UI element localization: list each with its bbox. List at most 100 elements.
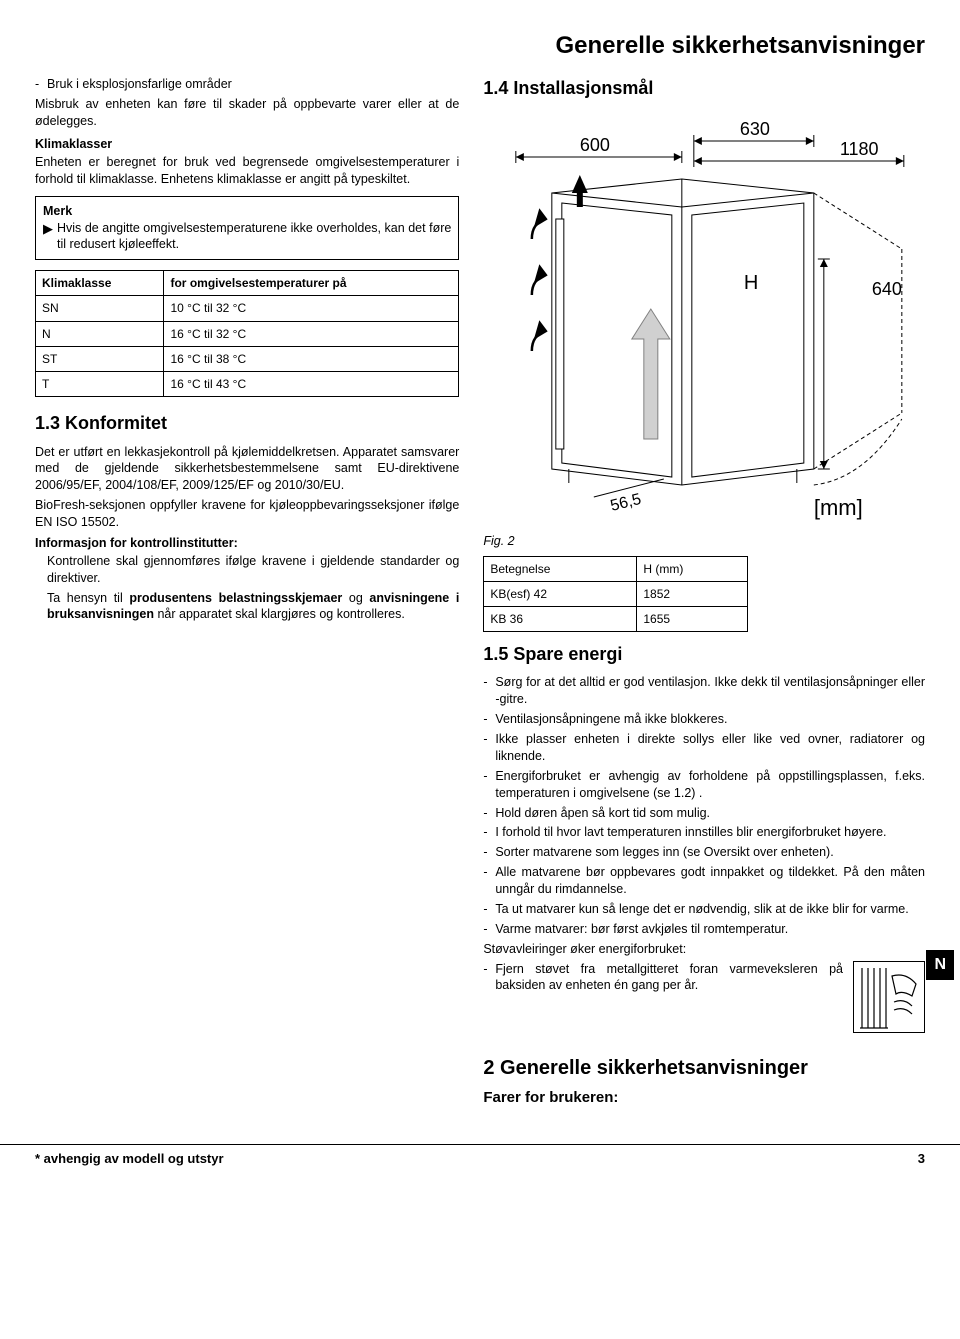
bullet-item: -Ventilasjonsåpningene må ikke blokkeres… (483, 711, 925, 728)
dim-label: 630 (740, 119, 770, 139)
bullet-text: Ikke plasser enheten i direkte sollys el… (495, 731, 925, 765)
bullet-item: -I forhold til hvor lavt temperaturen in… (483, 824, 925, 841)
bullet-marker: - (483, 768, 495, 802)
left-column: - Bruk i eksplosjonsfarlige områder Misb… (35, 76, 459, 1107)
bullet-marker: - (483, 844, 495, 861)
bullet-marker: - (483, 711, 495, 728)
klimaklasse-table: Klimaklasse for omgivelsestemperaturer p… (35, 270, 459, 397)
footer-note: * avhengig av modell og utstyr (35, 1150, 224, 1168)
bullet-item: -Alle matvarene bør oppbevares godt innp… (483, 864, 925, 898)
bullet-item: -Sørg for at det alltid er god ventilasj… (483, 674, 925, 708)
paragraph: Enheten er beregnet for bruk ved begrens… (35, 154, 459, 188)
bullet-item: - Fjern støvet fra metallgitteret foran … (483, 961, 843, 995)
bullet-text: Fjern støvet fra metallgitteret foran va… (495, 961, 843, 995)
section-1-4-title: 1.4 Installasjonsmål (483, 76, 925, 100)
table-header: Klimaklasse (36, 271, 164, 296)
paragraph: Ta hensyn til produsentens belastningssk… (35, 590, 459, 624)
table-row: N16 °C til 32 °C (36, 321, 459, 346)
info-heading: Informasjon for kontrollinstitutter: (35, 535, 459, 552)
bullet-marker: - (483, 805, 495, 822)
paragraph: Støvavleiringer øker energiforbruket: (483, 941, 925, 958)
table-row: SN10 °C til 32 °C (36, 296, 459, 321)
installation-diagram: 600 630 1180 (483, 109, 925, 529)
bullet-text: Ta ut matvarer kun så lenge det er nødve… (495, 901, 925, 918)
text-span: og (342, 591, 369, 605)
bullet-text: Energiforbruket er avhengig av forholden… (495, 768, 925, 802)
section-1-3-title: 1.3 Konformitet (35, 411, 459, 435)
figure-caption: Fig. 2 (483, 533, 925, 550)
bullet-marker: - (483, 824, 495, 841)
section-1-5-title: 1.5 Spare energi (483, 642, 925, 666)
merk-title: Merk (43, 203, 451, 220)
bullet-marker: - (35, 76, 47, 93)
bullet-marker: - (483, 864, 495, 898)
bullet-item: - Bruk i eksplosjonsfarlige områder (35, 76, 459, 93)
bullet-item: -Ta ut matvarer kun så lenge det er nødv… (483, 901, 925, 918)
table-cell: SN (36, 296, 164, 321)
arrow-icon: ▶ (43, 220, 57, 254)
table-cell: H (mm) (637, 556, 748, 581)
text-bold: produsentens belastningsskjemaer (129, 591, 342, 605)
bullet-marker: - (483, 901, 495, 918)
table-cell: 1852 (637, 581, 748, 606)
table-cell: 16 °C til 38 °C (164, 346, 459, 371)
table-cell: N (36, 321, 164, 346)
table-cell: 16 °C til 32 °C (164, 321, 459, 346)
unit-label: [mm] (814, 495, 863, 520)
bullet-item: -Sorter matvarene som legges inn (se Ove… (483, 844, 925, 861)
table-cell: ST (36, 346, 164, 371)
dim-label: 640 (872, 279, 902, 299)
table-cell: 10 °C til 32 °C (164, 296, 459, 321)
bullet-text: I forhold til hvor lavt temperaturen inn… (495, 824, 925, 841)
dimensions-table: BetegnelseH (mm) KB(esf) 421852 KB 36165… (483, 556, 748, 633)
table-cell: KB(esf) 42 (484, 581, 637, 606)
dim-label: 600 (580, 135, 610, 155)
table-row: ST16 °C til 38 °C (36, 346, 459, 371)
bullet-marker: - (483, 961, 495, 995)
bullet-text: Sørg for at det alltid er god ventilasjo… (495, 674, 925, 708)
table-cell: Betegnelse (484, 556, 637, 581)
bullet-text: Varme matvarer: bør først avkjøles til r… (495, 921, 925, 938)
table-row: KB 361655 (484, 606, 748, 631)
section-2-subtitle: Farer for brukeren: (483, 1088, 925, 1108)
table-row: T16 °C til 43 °C (36, 372, 459, 397)
dust-cleaning-icon (853, 961, 925, 1033)
bullet-text: Hold døren åpen så kort tid som mulig. (495, 805, 925, 822)
paragraph: BioFresh-seksjonen oppfyller kravene for… (35, 497, 459, 531)
page-header-title: Generelle sikkerhetsanvisninger (35, 30, 925, 62)
dim-label: 1180 (840, 139, 879, 159)
bullet-text: Sorter matvarene som legges inn (se Over… (495, 844, 925, 861)
bullet-item: -Ikke plasser enheten i direkte sollys e… (483, 731, 925, 765)
table-cell: KB 36 (484, 606, 637, 631)
table-cell: 16 °C til 43 °C (164, 372, 459, 397)
paragraph: Kontrollene skal gjennomføres ifølge kra… (35, 553, 459, 587)
table-header: for omgivelsestemperaturer på (164, 271, 459, 296)
page-number: 3 (918, 1150, 925, 1168)
right-column: 1.4 Installasjonsmål 600 (483, 76, 925, 1107)
dim-label: H (744, 272, 758, 294)
bullet-item: -Varme matvarer: bør først avkjøles til … (483, 921, 925, 938)
bullet-item: -Energiforbruket er avhengig av forholde… (483, 768, 925, 802)
language-tab: N (926, 950, 954, 980)
merk-text: Hvis de angitte omgivelsestemperaturene … (57, 220, 451, 254)
text-span: Ta hensyn til (47, 591, 129, 605)
text-span: når apparatet skal klargjøres og kontrol… (154, 607, 405, 621)
bullet-item: -Hold døren åpen så kort tid som mulig. (483, 805, 925, 822)
bullet-text: Bruk i eksplosjonsfarlige områder (47, 76, 459, 93)
bullet-marker: - (483, 731, 495, 765)
bullet-text: Ventilasjonsåpningene må ikke blokkeres. (495, 711, 925, 728)
klimaklasser-heading: Klimaklasser (35, 136, 459, 153)
paragraph: Det er utført en lekkasjekontroll på kjø… (35, 444, 459, 495)
table-cell: 1655 (637, 606, 748, 631)
bullet-marker: - (483, 674, 495, 708)
diagram-svg: 600 630 1180 (483, 109, 925, 529)
table-cell: T (36, 372, 164, 397)
page-footer: * avhengig av modell og utstyr 3 (0, 1144, 960, 1180)
merk-note-box: Merk ▶ Hvis de angitte omgivelsestempera… (35, 196, 459, 261)
bullet-text: Alle matvarene bør oppbevares godt innpa… (495, 864, 925, 898)
table-row: KB(esf) 421852 (484, 581, 748, 606)
section-2-title: 2 Generelle sikkerhetsanvisninger (483, 1055, 925, 1082)
bullet-marker: - (483, 921, 495, 938)
paragraph: Misbruk av enheten kan føre til skader p… (35, 96, 459, 130)
dim-label: 56,5 (609, 491, 643, 515)
